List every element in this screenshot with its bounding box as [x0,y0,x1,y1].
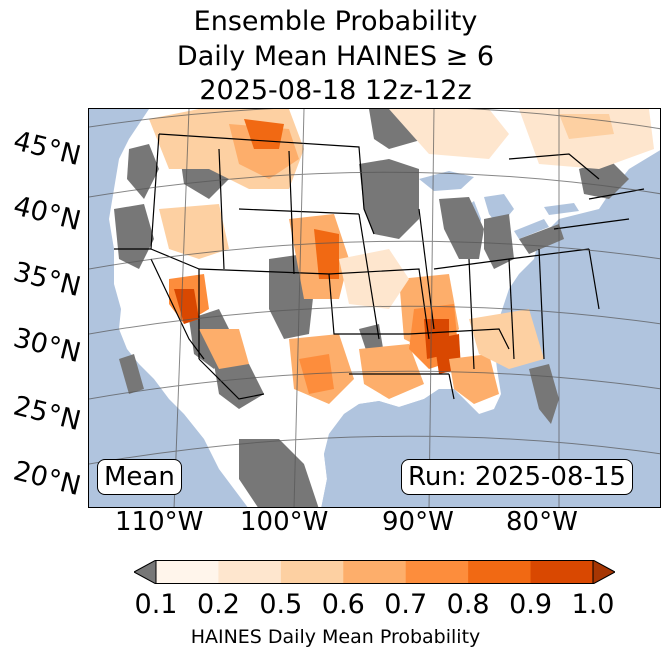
run-label: Run: 2025-08-15 [401,459,633,495]
colorbar-segment [218,560,282,584]
colorbar-segment [343,560,407,584]
graticule [89,109,660,507]
colorbar-tick-label: 0.6 [321,589,365,620]
lon-label-90: 90°W [382,507,454,537]
lon-label-110: 110°W [115,507,204,537]
colorbar-segment [156,560,219,584]
colorbar-segment [530,560,594,584]
lat-label-35: 35°N [10,256,84,304]
colorbar-segment [468,560,532,584]
map-canvas [89,109,660,507]
colorbar-under-extend [134,560,157,584]
colorbar-tick-label: 0.5 [259,589,303,620]
colorbar-over-extend [592,560,615,584]
lat-label-30: 30°N [10,322,84,370]
lon-label-100: 100°W [240,507,329,537]
colorbar-tick-label: 0.9 [509,589,553,620]
title-line-3: 2025-08-18 12z-12z [199,75,472,106]
colorbar [134,560,615,584]
colorbar-tick-label: 0.7 [384,589,428,620]
lon-label-80: 80°W [506,507,578,537]
colorbar-tick-label: 0.2 [196,589,240,620]
colorbar-tick-label: 0.8 [446,589,490,620]
probability-shading [149,109,654,404]
mean-label: Mean [97,459,182,495]
colorbar-segment [405,560,469,584]
colorbar-segment [280,560,344,584]
colorbar-label: HAINES Daily Mean Probability [190,626,481,648]
lat-label-20: 20°N [10,455,84,503]
lat-label-25: 25°N [10,390,84,438]
colorbar-frame [155,560,594,584]
state-boundaries [114,133,645,400]
probability-map [88,108,661,508]
colorbar-tick-label: 0.1 [134,589,178,620]
lat-label-40: 40°N [10,190,84,238]
colorbar-tick-label: 1.0 [571,589,615,620]
title-line-2: Daily Mean HAINES ≥ 6 [176,41,495,72]
title-line-1: Ensemble Probability [193,6,478,37]
lat-label-45: 45°N [10,125,84,173]
